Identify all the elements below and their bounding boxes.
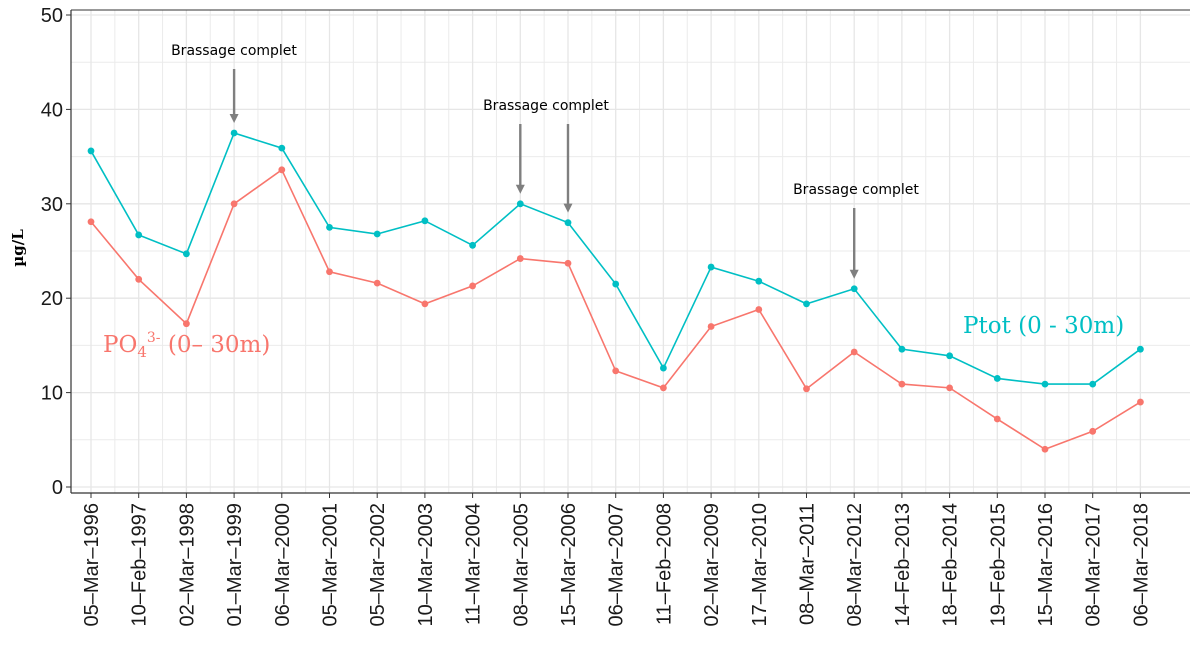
annotation-arrow-head: [849, 269, 859, 279]
data-point-ptot: [87, 147, 95, 155]
data-point-ptot: [516, 200, 524, 208]
y-tick-label: 40: [41, 99, 63, 121]
data-point-po4: [469, 282, 476, 290]
data-point-po4: [278, 166, 286, 174]
data-point-po4: [230, 200, 238, 208]
data-point-ptot: [755, 277, 763, 285]
x-tick-label: 05–Mar–1996: [81, 503, 103, 626]
annotation-arrow-head: [515, 184, 525, 194]
po4-label-rest: (0– 30m): [161, 332, 271, 358]
x-tick-label: 08–Mar–2012: [844, 503, 866, 626]
x-tick-label: 14–Feb–2013: [892, 503, 914, 626]
y-tick-label: 50: [41, 5, 63, 27]
series-labels: Ptot (0 - 30m) PO43- (0– 30m): [103, 313, 1124, 361]
x-tick-label: 05–Mar–2002: [367, 503, 389, 626]
data-point-ptot: [326, 224, 333, 231]
data-point-po4: [660, 384, 667, 392]
x-tick-label: 10–Feb–1997: [129, 503, 151, 626]
data-point-ptot: [1041, 380, 1049, 388]
data-point-po4: [183, 320, 190, 328]
data-point-ptot: [564, 219, 572, 227]
data-point-ptot: [135, 231, 143, 239]
x-tick-label: 19–Feb–2015: [987, 503, 1009, 626]
data-point-po4: [1089, 427, 1097, 435]
data-point-ptot: [946, 352, 953, 360]
data-point-ptot: [1137, 345, 1144, 353]
data-point-ptot: [421, 217, 429, 225]
data-point-po4: [803, 385, 810, 393]
data-point-po4: [564, 259, 572, 267]
data-point-po4: [898, 380, 906, 388]
data-point-po4: [755, 306, 763, 313]
data-point-po4: [1137, 398, 1144, 406]
data-point-ptot: [660, 364, 667, 372]
x-tick-label: 08–Mar–2017: [1083, 503, 1105, 626]
po4-label-sub: 4: [137, 343, 147, 361]
data-point-po4: [326, 268, 333, 276]
data-point-ptot: [469, 241, 476, 249]
series-label-ptot: Ptot (0 - 30m): [963, 313, 1124, 339]
data-point-po4: [707, 323, 715, 330]
x-tick-label: 11–Feb–2008: [653, 503, 675, 625]
x-tick-label: 08–Mar–2005: [510, 503, 532, 626]
x-tick-label: 02–Mar–1998: [176, 503, 198, 626]
data-point-ptot: [850, 285, 858, 293]
x-tick-label: 18–Feb–2014: [940, 503, 962, 626]
axes: 0 10 20 30 40 50 05–Mar–1996 10–Feb–1997 02–Mar–…: [41, 5, 1190, 626]
data-point-po4: [946, 384, 953, 392]
data-point-po4: [850, 348, 858, 356]
po4-label-main: PO: [103, 332, 137, 358]
x-tick-label: 06–Mar–2007: [606, 503, 628, 626]
data-point-po4: [993, 415, 1001, 423]
x-tick-label: 01–Mar–1999: [224, 503, 246, 626]
annotation-label: Brassage complet: [793, 182, 919, 198]
x-tick-label: 11–Mar–2004: [463, 503, 485, 625]
annotation-label: Brassage complet: [171, 43, 297, 59]
x-tick-label: 17–Mar–2010: [749, 503, 771, 626]
data-point-ptot: [898, 345, 906, 353]
data-point-ptot: [707, 263, 715, 271]
annotation-arrow-head: [563, 203, 573, 213]
data-point-po4: [135, 275, 143, 283]
data-point-po4: [516, 255, 524, 262]
data-point-po4: [612, 367, 620, 375]
y-axis-title: µg/L: [9, 229, 27, 267]
x-tick-label: 05–Mar–2001: [320, 503, 342, 626]
data-point-ptot: [1089, 380, 1097, 388]
data-point-ptot: [993, 375, 1001, 382]
data-point-ptot: [803, 300, 810, 308]
data-point-ptot: [278, 144, 286, 152]
x-tick-label: 10–Mar–2003: [415, 503, 437, 626]
x-tick-label: 15–Mar–2016: [1035, 503, 1057, 626]
series-layer: [87, 129, 1144, 453]
data-point-po4: [87, 218, 95, 226]
data-point-ptot: [612, 280, 620, 288]
x-tick-label: 02–Mar–2009: [701, 503, 723, 626]
annotation-arrow-head: [229, 114, 239, 123]
annotations: Brassage complet Brassage complet Brassage…: [171, 43, 919, 279]
series-label-po4: PO43- (0– 30m): [103, 330, 270, 361]
y-tick-label: 0: [52, 477, 63, 499]
x-tick-label: 06–Mar–2018: [1130, 503, 1152, 626]
annotation-label: Brassage complet: [483, 98, 609, 114]
po4-label-sup: 3-: [147, 330, 161, 346]
x-tick-label: 06–Mar–2000: [272, 503, 294, 626]
data-point-po4: [373, 279, 381, 287]
x-tick-label: 15–Mar–2006: [558, 503, 580, 626]
y-tick-label: 20: [41, 288, 63, 310]
data-point-po4: [421, 300, 429, 308]
y-tick-label: 10: [41, 383, 63, 405]
data-point-ptot: [373, 230, 381, 238]
y-tick-label: 30: [41, 194, 63, 216]
data-point-ptot: [230, 129, 238, 137]
x-tick-label: 08–Mar–2011: [797, 503, 819, 625]
data-point-ptot: [183, 250, 190, 258]
data-point-po4: [1041, 445, 1049, 453]
grid: [71, 10, 1190, 493]
